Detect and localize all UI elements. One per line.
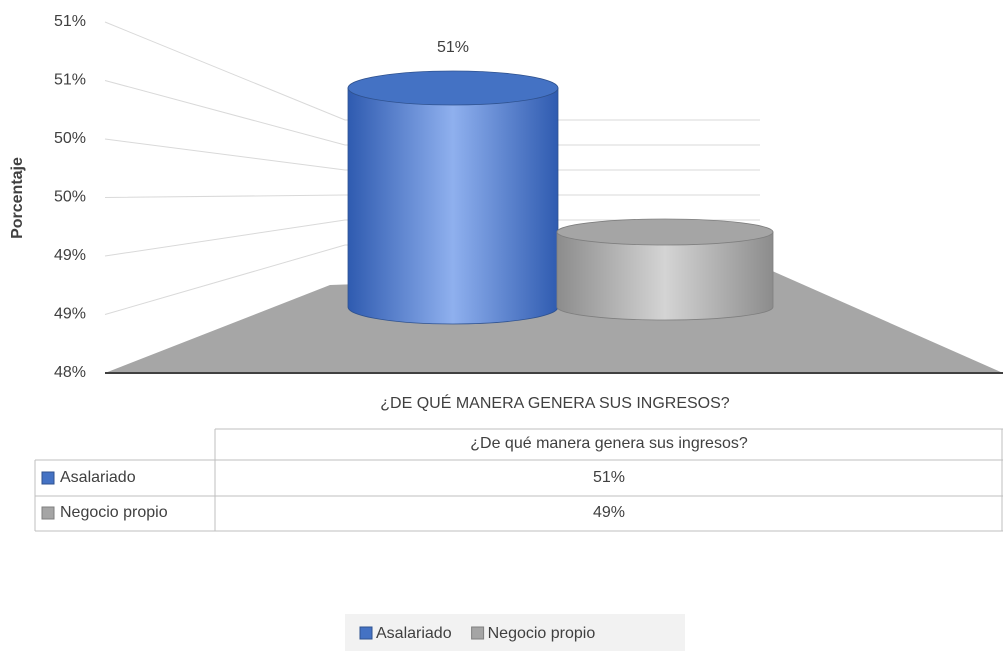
bar-top — [556, 218, 774, 246]
legend-swatch — [41, 506, 55, 520]
legend-box — [345, 614, 685, 651]
y-tick-label: 48% — [54, 364, 86, 381]
y-axis-title: Porcentaje — [9, 157, 26, 239]
legend-label: Asalariado — [376, 625, 452, 642]
x-axis-title: ¿DE QUÉ MANERA GENERA SUS INGRESOS? — [380, 393, 730, 412]
legend-swatch — [359, 626, 373, 640]
floor — [105, 270, 1003, 373]
table-row-label: Asalariado — [60, 469, 136, 486]
y-tick-label: 50% — [54, 130, 86, 147]
table-header: ¿De qué manera genera sus ingresos? — [470, 435, 748, 452]
legend-swatch — [471, 626, 485, 640]
grid-line — [104, 21, 760, 121]
y-tick-label: 50% — [54, 189, 86, 206]
grid-line — [104, 194, 760, 198]
table-row-label: Negocio propio — [60, 504, 168, 521]
y-tick-label: 51% — [54, 13, 86, 30]
data-label: 51% — [437, 39, 469, 56]
legend-swatch — [41, 471, 55, 485]
table-cell: 49% — [593, 504, 625, 521]
grid-line — [104, 138, 760, 171]
bar — [347, 87, 559, 325]
y-tick-label: 51% — [54, 72, 86, 89]
grid-line — [104, 80, 760, 146]
table-cell: 51% — [593, 469, 625, 486]
y-tick-label: 49% — [54, 306, 86, 323]
legend-label: Negocio propio — [488, 625, 596, 642]
bar-top — [347, 70, 559, 106]
data-table — [34, 428, 1003, 532]
bar — [556, 231, 774, 321]
y-tick-label: 49% — [54, 247, 86, 264]
